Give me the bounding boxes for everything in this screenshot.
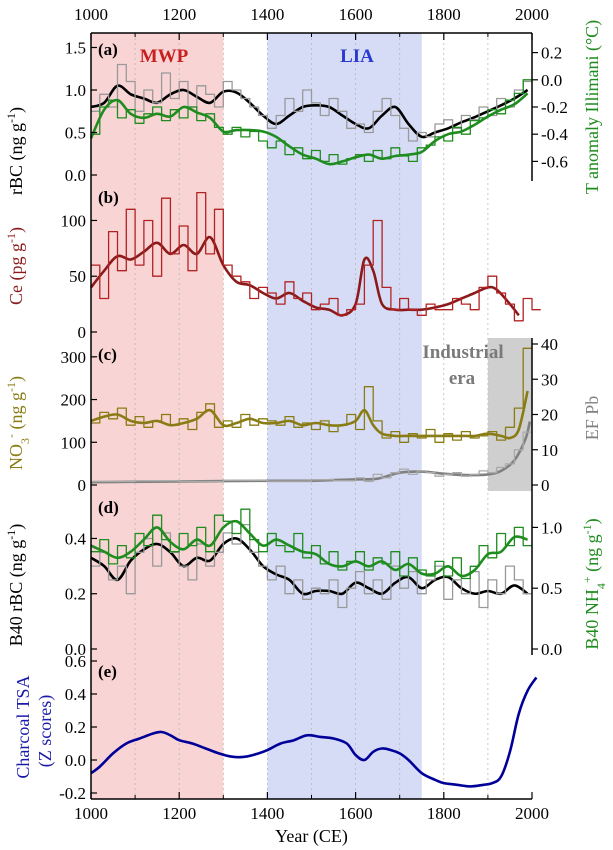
panel-label-b: (b): [98, 188, 119, 207]
series-d-3: [91, 508, 532, 580]
series-a-1: [91, 63, 532, 142]
xtick-label-top-5: 2000: [515, 5, 549, 24]
ytick-label-right-a-4: 0.2: [541, 44, 562, 63]
ytick-label-left-d-2: 0.4: [65, 529, 87, 548]
series-layer: [89, 63, 541, 788]
axes-frame: [90, 32, 538, 800]
ytick-label-left-e-2: 0.2: [65, 718, 86, 737]
series-b-1: [91, 191, 541, 322]
xtick-label-bottom-1: 1200: [162, 804, 196, 823]
panel-label-d: (d): [98, 498, 119, 517]
ylabel-left-d: B40 rBC (ng g-1): [4, 524, 27, 647]
ytick-label-left-a-1: 0.5: [65, 124, 86, 143]
period-label-1: LIA: [340, 46, 374, 67]
ylabel-left-a: rBC (ng g-1): [4, 107, 27, 195]
xtick-label-bottom-5: 2000: [515, 804, 549, 823]
xtick-label-top-0: 1000: [74, 5, 108, 24]
period-label-2-2: era: [449, 368, 476, 389]
panel-label-c: (c): [98, 345, 117, 364]
period-label-2: Industrial: [422, 342, 503, 363]
ytick-label-right-a-1: -0.4: [541, 125, 568, 144]
ytick-label-left-e-4: 0.6: [65, 652, 86, 671]
ytick-label-left-e-1: 0.0: [65, 751, 86, 770]
series-c-3: [91, 431, 532, 483]
labels-layer: 0.0 0.5 1.0 1.5 -0.6 -0.4 -0.2 0.0 0.2 (a) rBC (ng…: [4, 5, 608, 847]
series-d-1: [91, 523, 532, 609]
ytick-label-right-c-4: 40: [541, 335, 558, 354]
series-a-2: [89, 92, 529, 166]
panel-label-a: (a): [98, 40, 118, 59]
series-d-2: [90, 519, 528, 578]
series-a-0: [90, 84, 529, 139]
ylabel-right-c: EF Pb: [582, 396, 602, 441]
ytick-label-left-a-3: 1.5: [65, 39, 86, 58]
ytick-label-left-b-2: 100: [61, 211, 87, 230]
xtick-label-top-4: 1800: [427, 5, 461, 24]
ytick-label-left-a-0: 0.0: [65, 166, 86, 185]
ylabel-left-2-e: (Z scores): [35, 695, 56, 767]
xtick-label-bottom-0: 1000: [74, 804, 108, 823]
series-d-0: [90, 537, 529, 596]
ytick-label-right-c-3: 30: [541, 370, 558, 389]
series-c-1: [91, 347, 532, 443]
xtick-label-bottom-4: 1800: [427, 804, 461, 823]
ylabel-left-b: Ce (pg g-1): [4, 227, 27, 305]
ytick-label-left-d-1: 0.2: [65, 585, 86, 604]
ytick-label-right-c-0: 0: [541, 476, 550, 495]
ytick-label-right-d-2: 1.0: [541, 518, 562, 537]
ylabel-right-a: T anomaly Illimani (°C): [582, 20, 603, 194]
xtick-label-bottom-2: 1400: [250, 804, 284, 823]
ytick-label-left-b-0: 0: [78, 323, 87, 342]
ylabel-right-d: B40 NH4+ (ng g-1): [580, 518, 608, 649]
ytick-label-left-e-0: -0.2: [59, 784, 86, 803]
panel-label-e: (e): [98, 662, 117, 681]
series-c-0: [90, 390, 529, 440]
series-a-3: [91, 79, 532, 165]
ytick-label-left-c-0: 0: [78, 476, 87, 495]
ytick-label-left-c-3: 300: [61, 348, 87, 367]
ytick-label-right-a-2: -0.2: [541, 98, 568, 117]
ytick-label-right-a-3: 0.0: [541, 71, 562, 90]
xlabel: Year (CE): [275, 826, 348, 847]
ylabel-left-c: NO3- (ng g-1): [4, 376, 32, 470]
ytick-label-right-d-0: 0.0: [541, 640, 562, 659]
ytick-label-right-c-2: 20: [541, 406, 558, 425]
ytick-label-left-b-1: 50: [69, 267, 86, 286]
ytick-label-right-d-1: 0.5: [541, 579, 562, 598]
xtick-label-top-2: 1400: [250, 5, 284, 24]
ytick-label-left-c-2: 200: [61, 391, 87, 410]
ytick-label-left-e-3: 0.4: [65, 685, 87, 704]
xtick-label-top-3: 1600: [339, 5, 373, 24]
ytick-label-right-c-1: 10: [541, 441, 558, 460]
xtick-label-top-1: 1200: [162, 5, 196, 24]
series-e-0: [90, 676, 538, 788]
ytick-label-left-a-2: 1.0: [65, 81, 86, 100]
ylabel-left-e: Charcoal TSA: [13, 675, 33, 778]
period-label-0: MWP: [140, 46, 189, 67]
xtick-label-bottom-3: 1600: [339, 804, 373, 823]
ytick-label-right-a-0: -0.6: [541, 152, 568, 171]
ytick-label-left-d-0: 0.0: [65, 640, 86, 659]
ytick-label-left-c-1: 100: [61, 433, 87, 452]
